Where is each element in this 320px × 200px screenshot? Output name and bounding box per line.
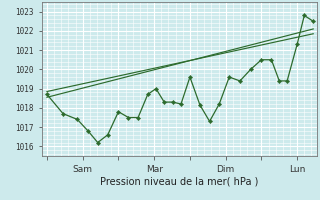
X-axis label: Pression niveau de la mer( hPa ): Pression niveau de la mer( hPa ) bbox=[100, 177, 258, 187]
